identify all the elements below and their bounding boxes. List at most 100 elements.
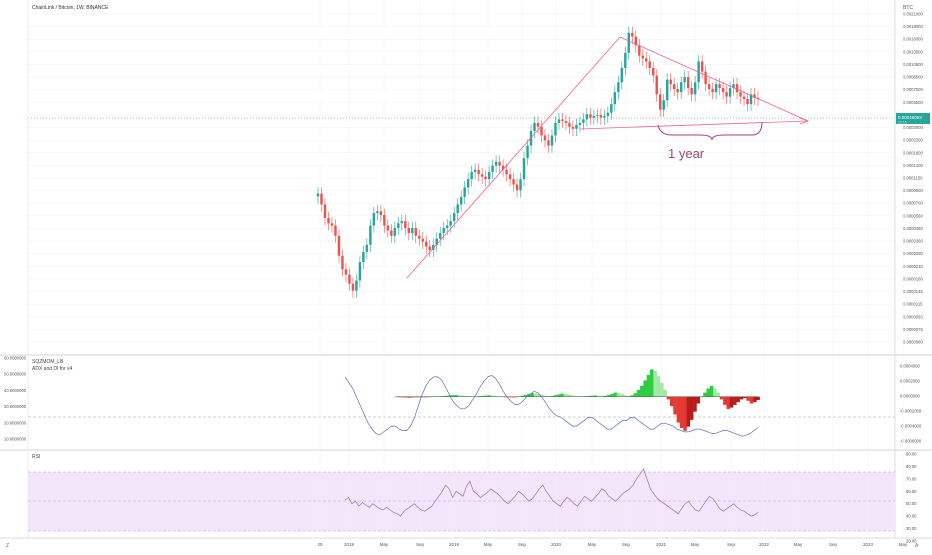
- price-tick-16: 0.0000560: [903, 213, 923, 218]
- sqz-bar: [590, 395, 594, 397]
- candle-body: [320, 193, 323, 205]
- sqz-bar: [414, 396, 418, 398]
- candle-body: [596, 115, 599, 116]
- sqz-bar: [417, 396, 422, 398]
- candle-body: [515, 184, 519, 191]
- sqz-bar: [400, 396, 405, 398]
- sqz-bar: [616, 392, 621, 397]
- auto-scale-button[interactable]: A: [915, 543, 919, 549]
- candle-body: [561, 119, 564, 122]
- sqz-bar: [689, 396, 694, 420]
- price-tick-14: 0.0000900: [903, 188, 923, 193]
- sqz-bar: [726, 396, 730, 409]
- rsi-tick-1: 80.00: [906, 464, 917, 469]
- sqz-bar: [520, 395, 525, 397]
- candle-body: [449, 221, 452, 226]
- sqz-bar: [623, 395, 628, 397]
- sqz-bar: [596, 395, 601, 397]
- sqz-tick-1: 0.0002000: [900, 379, 920, 384]
- candle-body: [547, 140, 550, 146]
- candle-body: [418, 235, 421, 239]
- candle-body: [344, 269, 348, 275]
- adx-tick-4: 20.0000000: [4, 420, 27, 425]
- time-tick-15: Sep: [829, 542, 838, 547]
- price-tick-22: 0.0000145: [903, 289, 923, 294]
- candle-body: [456, 204, 459, 214]
- candle-body: [372, 213, 376, 226]
- sqz-bar: [543, 395, 548, 397]
- trendline-falling[interactable]: [619, 36, 809, 122]
- candle-body: [376, 211, 379, 214]
- candle-body: [428, 246, 431, 251]
- sqz-bar: [510, 396, 515, 398]
- candle-body: [400, 221, 404, 224]
- adx-tick-5: 10.0000000: [4, 437, 27, 442]
- sqz-bar: [636, 389, 641, 397]
- trendline-rising[interactable]: [406, 36, 621, 279]
- sqz-bar: [394, 396, 398, 398]
- sqz-axis[interactable]: 0.0004000 0.0002000 0.0000000 -0.0002000 -0.…: [900, 364, 922, 444]
- candle-body: [327, 217, 330, 224]
- adx-tick-3: 30.0000000: [4, 404, 27, 409]
- sqz-bar: [537, 394, 541, 397]
- price-tick-19: 0.0000290: [903, 251, 923, 256]
- rsi-series: [344, 468, 759, 517]
- trendline-support[interactable]: [579, 120, 809, 130]
- sqz-bar: [447, 395, 451, 397]
- sqz-bar: [736, 396, 740, 403]
- sqz-bar: [553, 395, 558, 397]
- sqz-bar: [706, 388, 711, 397]
- sqz-bar: [663, 389, 667, 397]
- sqz-bar: [467, 396, 471, 397]
- candle-body: [536, 122, 540, 127]
- candle-body: [358, 262, 362, 281]
- candle-body: [491, 165, 494, 172]
- candle-body: [655, 75, 658, 95]
- price-tick-0: 0.0021000: [903, 12, 923, 17]
- sqz-bar: [450, 395, 455, 397]
- time-tick-8: May: [588, 542, 597, 547]
- sqz-bar: [699, 396, 704, 398]
- candle-body: [746, 99, 749, 105]
- trendline-drawings[interactable]: [406, 36, 810, 279]
- candle-body: [337, 235, 341, 256]
- sqz-bar: [653, 370, 657, 397]
- candle-body: [624, 52, 627, 69]
- sqz-bar: [410, 396, 415, 398]
- price-tick-26: 0.0000060: [903, 340, 923, 345]
- year-annotation: 1 year: [668, 146, 705, 161]
- sqz-bar: [573, 395, 578, 397]
- sqz-bar: [507, 396, 511, 398]
- candle-body: [505, 169, 508, 175]
- candle-body: [603, 115, 606, 118]
- candle-body: [435, 238, 438, 245]
- sqz-bar: [746, 396, 750, 401]
- sqz-bar: [397, 396, 402, 398]
- adx-pane-title: ADX and DI for v4: [32, 366, 73, 372]
- candle-body: [554, 122, 557, 136]
- candle-body: [452, 213, 456, 222]
- candle-body: [742, 96, 746, 100]
- sqz-bar: [513, 396, 518, 398]
- price-axis[interactable]: 0.0021000 0.0019000 0.0016000 0.0013000 0.00…: [28, 12, 923, 345]
- candle-body: [425, 241, 428, 247]
- sqz-pane-title: SQZMOM_LB: [32, 359, 64, 365]
- candle-body: [407, 227, 411, 234]
- candle-body: [466, 179, 470, 188]
- candle-body: [550, 135, 554, 146]
- sqz-bar: [626, 396, 631, 397]
- candle-body: [575, 124, 578, 129]
- timezone-corner[interactable]: Z: [6, 543, 9, 549]
- price-tick-13: 0.0001150: [903, 176, 923, 181]
- time-axis[interactable]: 25 2018 May Sep 2019 May Sep 2020 May Sep 2021 May S…: [317, 0, 908, 547]
- adx-tick-1: 50.0000000: [4, 372, 27, 377]
- candle-body: [351, 283, 355, 291]
- rsi-axis[interactable]: 90.00 80.00 70.00 60.00 50.00 40.00 30.00 20.00: [906, 452, 917, 544]
- rsi-pane-title: RSI: [32, 454, 40, 460]
- price-tick-1: 0.0019000: [903, 24, 923, 29]
- candle-body: [686, 77, 690, 89]
- sqz-bar: [666, 396, 671, 400]
- candle-body: [700, 61, 704, 72]
- candle-body: [582, 119, 585, 123]
